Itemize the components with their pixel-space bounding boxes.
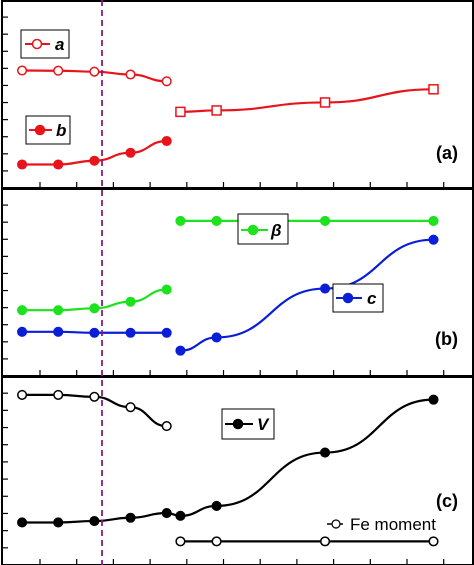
legend-beta-marker (247, 224, 259, 236)
data-point (428, 215, 439, 226)
data-point (125, 512, 136, 523)
data-point (89, 327, 100, 338)
legend-v-label: V (257, 415, 270, 434)
data-point (161, 76, 172, 87)
data-point (125, 402, 136, 413)
legend-beta: β (237, 213, 289, 245)
data-point (125, 69, 136, 80)
data-point (89, 303, 100, 314)
data-point (53, 305, 64, 316)
data-point (161, 421, 172, 432)
data-point (53, 389, 64, 400)
legend-fe-marker (331, 519, 341, 529)
data-point (211, 536, 222, 547)
data-point (161, 327, 172, 338)
data-point (211, 332, 222, 343)
data-point (175, 215, 186, 226)
legend-b-label: b (56, 121, 66, 140)
data-point (17, 65, 28, 76)
data-point (17, 517, 28, 528)
data-point (125, 296, 136, 307)
data-point (17, 305, 28, 316)
data-point (89, 155, 100, 166)
legend-c-marker (342, 292, 354, 304)
series-line-c (180, 238, 434, 352)
data-point (175, 536, 186, 547)
data-point (53, 159, 64, 170)
data-point (319, 97, 331, 108)
panel-3 (1, 376, 474, 565)
data-point (319, 283, 331, 294)
data-point (53, 517, 64, 528)
data-point (125, 327, 136, 338)
data-point (17, 326, 28, 337)
panel-frame (1, 0, 474, 189)
data-point (17, 159, 28, 170)
data-point (428, 536, 439, 547)
data-point (211, 105, 222, 116)
data-point (161, 284, 172, 295)
data-point (175, 510, 186, 521)
data-point (319, 536, 331, 547)
data-point (428, 234, 439, 245)
data-point (125, 147, 136, 158)
panel-frame (1, 376, 474, 565)
legend-c-label: c (367, 289, 377, 308)
data-point (428, 394, 439, 405)
data-point (319, 215, 331, 226)
data-point (211, 215, 222, 226)
data-point (161, 135, 172, 147)
legend-v: V (221, 408, 275, 440)
series-line-unnamed (180, 88, 434, 113)
legend-b: b (25, 115, 71, 145)
panel-label-c: (c) (436, 491, 458, 511)
data-point (319, 447, 331, 458)
legend-a-label: a (55, 35, 64, 54)
legend-fe-moment: Fe moment (327, 515, 436, 534)
data-point (89, 66, 100, 77)
data-point (17, 389, 28, 400)
data-point (161, 507, 172, 519)
legend-fe-label: Fe moment (350, 515, 436, 534)
data-point (89, 516, 100, 527)
legend-c: c (332, 283, 384, 313)
panel-1 (1, 0, 474, 189)
legend-b-marker (34, 124, 46, 136)
legend-a: a (20, 29, 70, 59)
data-point (211, 500, 222, 511)
data-point (89, 391, 100, 402)
panel-label-a: (a) (436, 143, 458, 163)
data-point (428, 84, 439, 95)
legend-a-marker (31, 38, 43, 50)
data-point (53, 326, 64, 337)
data-point (175, 106, 186, 118)
legend-v-marker (232, 418, 244, 430)
legend-beta-label: β (270, 221, 282, 240)
data-point (53, 65, 64, 76)
panel-label-b: (b) (435, 329, 458, 349)
data-point (175, 345, 186, 356)
